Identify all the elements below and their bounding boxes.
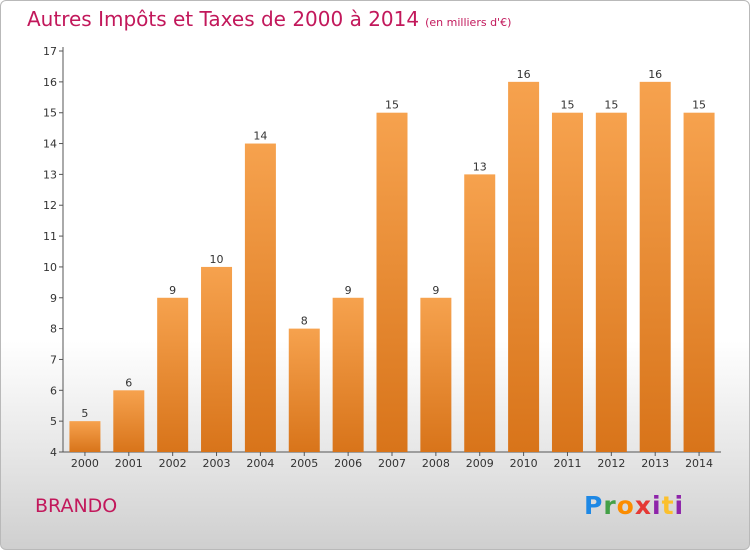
x-tick-label: 2001 bbox=[115, 457, 143, 470]
bar-value-label: 10 bbox=[210, 253, 224, 266]
bar bbox=[508, 81, 540, 452]
logo-letter-t: t bbox=[661, 491, 675, 520]
logo-letter-p: P bbox=[584, 491, 604, 520]
bar bbox=[244, 143, 276, 453]
y-tick-label: 8 bbox=[50, 323, 57, 336]
y-tick-label: 15 bbox=[43, 107, 57, 120]
x-tick-label: 2007 bbox=[378, 457, 406, 470]
bar-value-label: 9 bbox=[169, 284, 176, 297]
bar-value-label: 13 bbox=[473, 160, 487, 173]
bar bbox=[288, 328, 320, 452]
bar-value-label: 15 bbox=[692, 99, 706, 112]
bar-value-label: 9 bbox=[432, 284, 439, 297]
chart-title: Autres Impôts et Taxes de 2000 à 2014 (en… bbox=[27, 7, 511, 31]
y-tick-label: 6 bbox=[50, 384, 57, 397]
y-tick-label: 7 bbox=[50, 353, 57, 366]
bar bbox=[69, 421, 101, 452]
bar bbox=[551, 112, 583, 452]
bar-value-label: 6 bbox=[125, 376, 132, 389]
bar bbox=[683, 112, 715, 452]
bar bbox=[464, 174, 496, 452]
x-tick-label: 2010 bbox=[510, 457, 538, 470]
x-tick-label: 2004 bbox=[246, 457, 274, 470]
x-tick-label: 2011 bbox=[553, 457, 581, 470]
bar bbox=[201, 266, 233, 452]
bar-value-label: 14 bbox=[253, 130, 267, 143]
x-tick-label: 2005 bbox=[290, 457, 318, 470]
y-tick-label: 13 bbox=[43, 168, 57, 181]
bar bbox=[595, 112, 627, 452]
x-tick-label: 2008 bbox=[422, 457, 450, 470]
bar bbox=[113, 390, 145, 452]
bar-value-label: 5 bbox=[81, 407, 88, 420]
y-tick-label: 12 bbox=[43, 199, 57, 212]
logo-letter-x: x bbox=[634, 491, 652, 520]
bar-value-label: 16 bbox=[648, 68, 662, 81]
proxiti-logo: Proxiti bbox=[584, 491, 684, 520]
y-tick-label: 5 bbox=[50, 415, 57, 428]
bar bbox=[332, 297, 364, 452]
x-tick-label: 2014 bbox=[685, 457, 713, 470]
bar-value-label: 15 bbox=[385, 99, 399, 112]
y-tick-label: 10 bbox=[43, 261, 57, 274]
bar-value-label: 15 bbox=[604, 99, 618, 112]
logo-letter-i2: i bbox=[674, 491, 685, 520]
bar bbox=[157, 297, 189, 452]
x-tick-label: 2003 bbox=[203, 457, 231, 470]
bar bbox=[639, 81, 671, 452]
bar-value-label: 16 bbox=[517, 68, 531, 81]
x-tick-label: 2002 bbox=[159, 457, 187, 470]
x-tick-label: 2006 bbox=[334, 457, 362, 470]
y-tick-label: 4 bbox=[50, 446, 57, 459]
y-tick-label: 16 bbox=[43, 76, 57, 89]
bar-value-label: 9 bbox=[345, 284, 352, 297]
bar bbox=[376, 112, 408, 452]
y-tick-label: 9 bbox=[50, 292, 57, 305]
x-tick-label: 2012 bbox=[597, 457, 625, 470]
x-tick-label: 2009 bbox=[466, 457, 494, 470]
logo-letter-i: i bbox=[652, 491, 662, 520]
bar-value-label: 15 bbox=[560, 99, 574, 112]
logo-letter-r: r bbox=[603, 491, 617, 520]
logo-letter-o: o bbox=[616, 491, 635, 520]
x-tick-label: 2000 bbox=[71, 457, 99, 470]
x-tick-label: 2013 bbox=[641, 457, 669, 470]
chart-unit: (en milliers d'€) bbox=[425, 16, 512, 29]
bar-value-label: 8 bbox=[301, 315, 308, 328]
y-tick-label: 17 bbox=[43, 45, 57, 58]
commune-name: BRANDO bbox=[35, 495, 118, 517]
bar bbox=[420, 297, 452, 452]
y-tick-label: 14 bbox=[43, 138, 57, 151]
chart-title-text: Autres Impôts et Taxes de 2000 à 2014 bbox=[27, 7, 420, 31]
y-tick-label: 11 bbox=[43, 230, 57, 243]
